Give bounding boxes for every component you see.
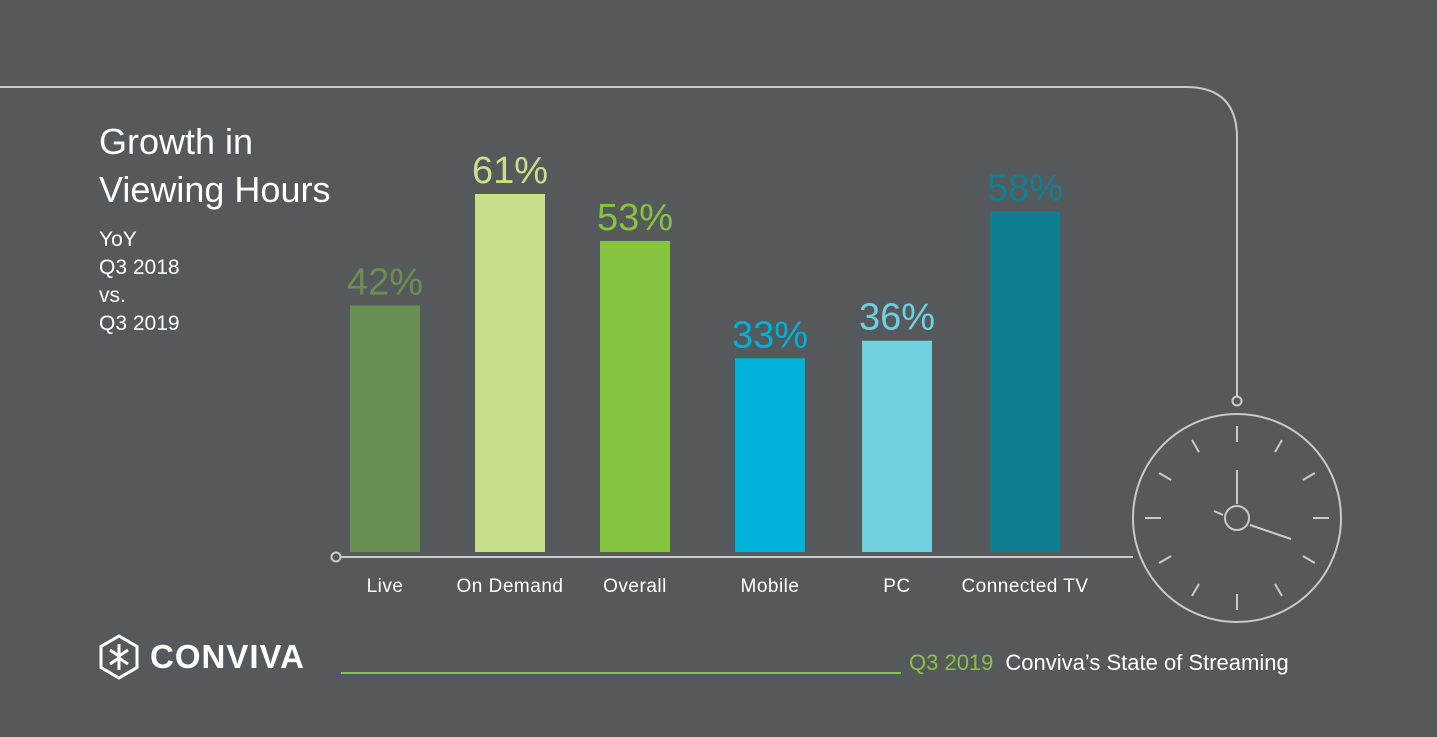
- category-label-overall: Overall: [603, 576, 667, 597]
- value-label-mobile: 33%: [732, 314, 808, 356]
- clock-tick: [1158, 472, 1172, 481]
- clock-tick: [1158, 555, 1172, 564]
- title-line-1: Growth in: [99, 121, 254, 162]
- subtitle-line-3: vs.: [99, 284, 126, 307]
- footer-date: Q3 2019: [909, 650, 994, 675]
- bar-pc: [862, 340, 932, 552]
- clock-icon: [1132, 413, 1342, 623]
- bar-on-demand: [475, 194, 545, 552]
- conviva-logo: CONVIVA: [98, 634, 305, 680]
- bar-overall: [600, 240, 670, 553]
- clock-tick: [1191, 583, 1200, 597]
- value-label-pc: 36%: [859, 297, 935, 339]
- footer: Q3 2019 Conviva’s State of Streaming: [909, 650, 1289, 676]
- category-label-on-demand: On Demand: [457, 576, 564, 597]
- clock-tick: [1302, 555, 1316, 564]
- category-label-connected-tv: Connected TV: [961, 576, 1088, 597]
- frame-line-end-dot: [1231, 395, 1243, 407]
- clock-tick: [1191, 439, 1200, 453]
- chart-title: Growth in Viewing Hours: [99, 118, 419, 214]
- category-label-mobile: Mobile: [741, 576, 800, 597]
- clock-tick: [1302, 472, 1316, 481]
- category-label-live: Live: [367, 576, 404, 597]
- category-label-pc: PC: [883, 576, 910, 597]
- subtitle-line-4: Q3 2019: [99, 312, 180, 335]
- bar-mobile: [735, 358, 805, 552]
- bar-live: [350, 305, 420, 552]
- subtitle-line-2: Q3 2018: [99, 256, 180, 279]
- title-line-2: Viewing Hours: [99, 169, 331, 210]
- subtitle-line-1: YoY: [99, 228, 137, 251]
- bar-group: 42% Live 61% On Demand 53% Overall 33% Mobile 36…: [347, 150, 1088, 597]
- x-axis-start-dot: [330, 551, 342, 563]
- conviva-logo-icon: [99, 634, 139, 680]
- logo-wordmark: CONVIVA: [150, 638, 305, 675]
- frame-line: [0, 86, 1238, 396]
- clock-tick: [1274, 439, 1283, 453]
- clock-tick: [1274, 583, 1283, 597]
- value-label-live: 42%: [347, 262, 423, 304]
- footer-report-name: Conviva’s State of Streaming: [1005, 650, 1289, 675]
- value-label-on-demand: 61%: [472, 150, 548, 192]
- chart-subtitle: YoY Q3 2018 vs. Q3 2019: [99, 226, 180, 338]
- footer-divider: [341, 672, 901, 674]
- bar-connected-tv: [990, 211, 1060, 552]
- value-label-overall: 53%: [597, 197, 673, 239]
- value-label-connected-tv: 58%: [987, 168, 1063, 210]
